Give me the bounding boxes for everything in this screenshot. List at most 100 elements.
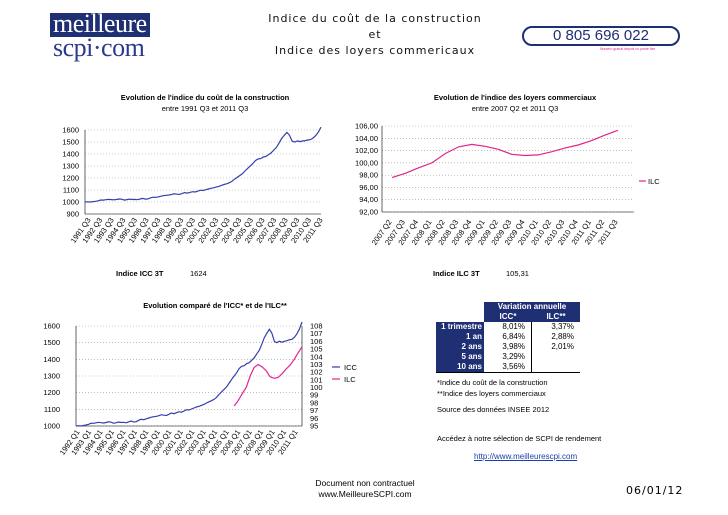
chart-icc-subtitle: entre 1991 Q3 et 2011 Q3 (161, 104, 249, 113)
logo[interactable]: meilleure scpi·com (50, 9, 150, 62)
y-tick-label-right: 108 (310, 322, 323, 331)
y-tick-label: 900 (66, 210, 79, 219)
footer-line1: Document non contractuel (315, 478, 415, 488)
y-tick-label-left: 1500 (43, 338, 60, 347)
chart-combined: 1000110012001300140015001600959697989910… (43, 321, 358, 457)
y-tick-label: 1600 (62, 126, 79, 135)
y-tick-label-left: 1100 (44, 405, 60, 414)
y-tick-label-left: 1600 (43, 322, 60, 331)
y-tick-label-right: 97 (310, 406, 318, 415)
chart-ilc: 92,00 94,00 96,00 98,00 100,00 102,00 104,00 10… (355, 122, 660, 247)
access-text: Accédez à notre sélection de SCPI de ren… (437, 434, 602, 443)
y-tick-label-right: 102 (310, 368, 323, 377)
chart-icc-title: Evolution de l'indice du coût de la cons… (100, 92, 310, 114)
variation-icc-value: 8,01% (484, 322, 532, 332)
chart-icc-title-text: Evolution de l'indice du coût de la cons… (120, 93, 290, 102)
y-tick-label-right: 103 (310, 360, 323, 369)
y-tick-label-right: 100 (310, 383, 323, 392)
logo-top-band (50, 13, 150, 37)
y-tick-label: 92,00 (359, 208, 378, 217)
y-tick-label: 102,00 (355, 146, 378, 155)
source-note: Source des données INSEE 2012 (437, 405, 550, 414)
phone-box[interactable]: 0 805 696 022 (522, 26, 680, 46)
variation-ilc-value (532, 352, 580, 362)
logo-line2: scpi·com (53, 33, 145, 62)
y-tick-label-right: 98 (310, 398, 318, 407)
y-tick-label-right: 101 (310, 375, 323, 384)
variation-ilc-value (532, 362, 580, 372)
note-ilc: **Indice des loyers commerciaux (437, 389, 546, 398)
y-tick-label: 94,00 (359, 195, 378, 204)
variation-icc-value: 3,56% (484, 362, 532, 372)
y-tick-label: 1400 (62, 150, 79, 159)
variation-row: 1 trimestre 8,01% 3,37% (436, 322, 580, 332)
legend-label-icc: ICC (344, 363, 358, 372)
title-line2: et (368, 28, 382, 41)
page-title: Indice du coût de la construction et Ind… (250, 11, 500, 59)
variation-ilc-value: 2,01% (551, 342, 574, 351)
y-tick-label-left: 1200 (43, 388, 60, 397)
title-line1: Indice du coût de la construction (268, 12, 482, 25)
y-tick-label-right: 96 (310, 414, 318, 423)
y-tick-label: 100,00 (355, 158, 378, 167)
note-icc: *Indice du coût de la construction (437, 378, 548, 387)
variation-col2: ILC** (532, 312, 580, 322)
chart-combined-title: Evolution comparé de l'ICC* et de l'ILC*… (143, 301, 287, 310)
variation-row: 1 an 6,84% 2,88% (436, 332, 580, 342)
variation-header-row: ICC* ILC** (436, 312, 580, 322)
variation-icc-value: 3,29% (484, 352, 532, 362)
y-tick-label-right: 107 (310, 329, 323, 338)
footer-line2: www.MeilleureSCPI.com (318, 489, 412, 499)
y-tick-label: 1200 (62, 174, 79, 183)
variation-period: 10 ans (436, 362, 484, 372)
y-tick-label: 96,00 (359, 183, 378, 192)
y-tick-label: 1000 (62, 198, 79, 207)
series-line-icc (75, 321, 303, 427)
variation-title: Variation annuelle (484, 302, 580, 312)
variation-icc-value: 6,84% (484, 332, 532, 342)
variation-row: 2 ans 3,98% 2,01% (436, 342, 580, 352)
y-tick-label-right: 99 (310, 391, 318, 400)
series-line-ilc (391, 129, 619, 179)
y-tick-label-left: 1000 (43, 422, 60, 431)
icc-label: Indice ICC 3T (116, 269, 164, 278)
series-line-ilc (233, 346, 303, 407)
variation-period: 1 trimestre (436, 322, 484, 332)
y-tick-label: 104,00 (355, 134, 378, 143)
y-tick-label-left: 1300 (43, 372, 60, 381)
ilc-value: 105,31 (506, 269, 529, 278)
y-tick-label: 1300 (62, 162, 79, 171)
footer-date: 06/01/12 (626, 484, 684, 497)
phone-subtext: Numéro gratuit depuis un poste fixe (600, 47, 656, 51)
chart-ilc-title: Evolution de l'indice des loyers commerc… (410, 92, 620, 114)
y-tick-label-left: 1400 (43, 355, 60, 364)
variation-period: 2 ans (436, 342, 484, 352)
footer-text: Document non contractuel www.MeilleureSC… (290, 478, 440, 500)
variation-col1: ICC* (484, 312, 532, 322)
variation-row: 10 ans 3,56% (436, 362, 580, 373)
variation-period: 5 ans (436, 352, 484, 362)
series-line-icc (84, 126, 322, 203)
variation-row: 5 ans 3,29% (436, 352, 580, 362)
variation-rows: 1 trimestre 8,01% 3,37% 1 an 6,84% 2,88% 2 ans… (436, 322, 580, 373)
icc-value: 1624 (190, 269, 207, 278)
chart-ilc-subtitle: entre 2007 Q2 et 2011 Q3 (471, 104, 559, 113)
y-tick-label: 1100 (63, 186, 79, 195)
title-line3: Indice des loyers commericaux (274, 44, 476, 57)
y-tick-label-right: 104 (310, 352, 323, 361)
logo-line1: meilleure (53, 9, 147, 38)
variation-ilc-value: 2,88% (551, 332, 574, 341)
y-tick-label: 106,00 (355, 122, 378, 131)
variation-table: Variation annuelle ICC* ILC** 1 trimestr… (436, 302, 580, 373)
variation-icc-value: 3,98% (484, 342, 532, 352)
legend-label-ilc: ILC (344, 375, 356, 384)
legend-label-ilc: ILC (648, 177, 660, 186)
y-tick-label-right: 105 (310, 345, 323, 354)
chart-ilc-title-text: Evolution de l'indice des loyers commerc… (433, 93, 597, 102)
website-link[interactable]: http://www.meilleurescpi.com (474, 452, 578, 461)
y-tick-label: 1500 (62, 138, 79, 147)
y-tick-label: 98,00 (359, 171, 378, 180)
ilc-label: Indice ILC 3T (433, 269, 480, 278)
variation-ilc-value: 3,37% (551, 322, 574, 331)
